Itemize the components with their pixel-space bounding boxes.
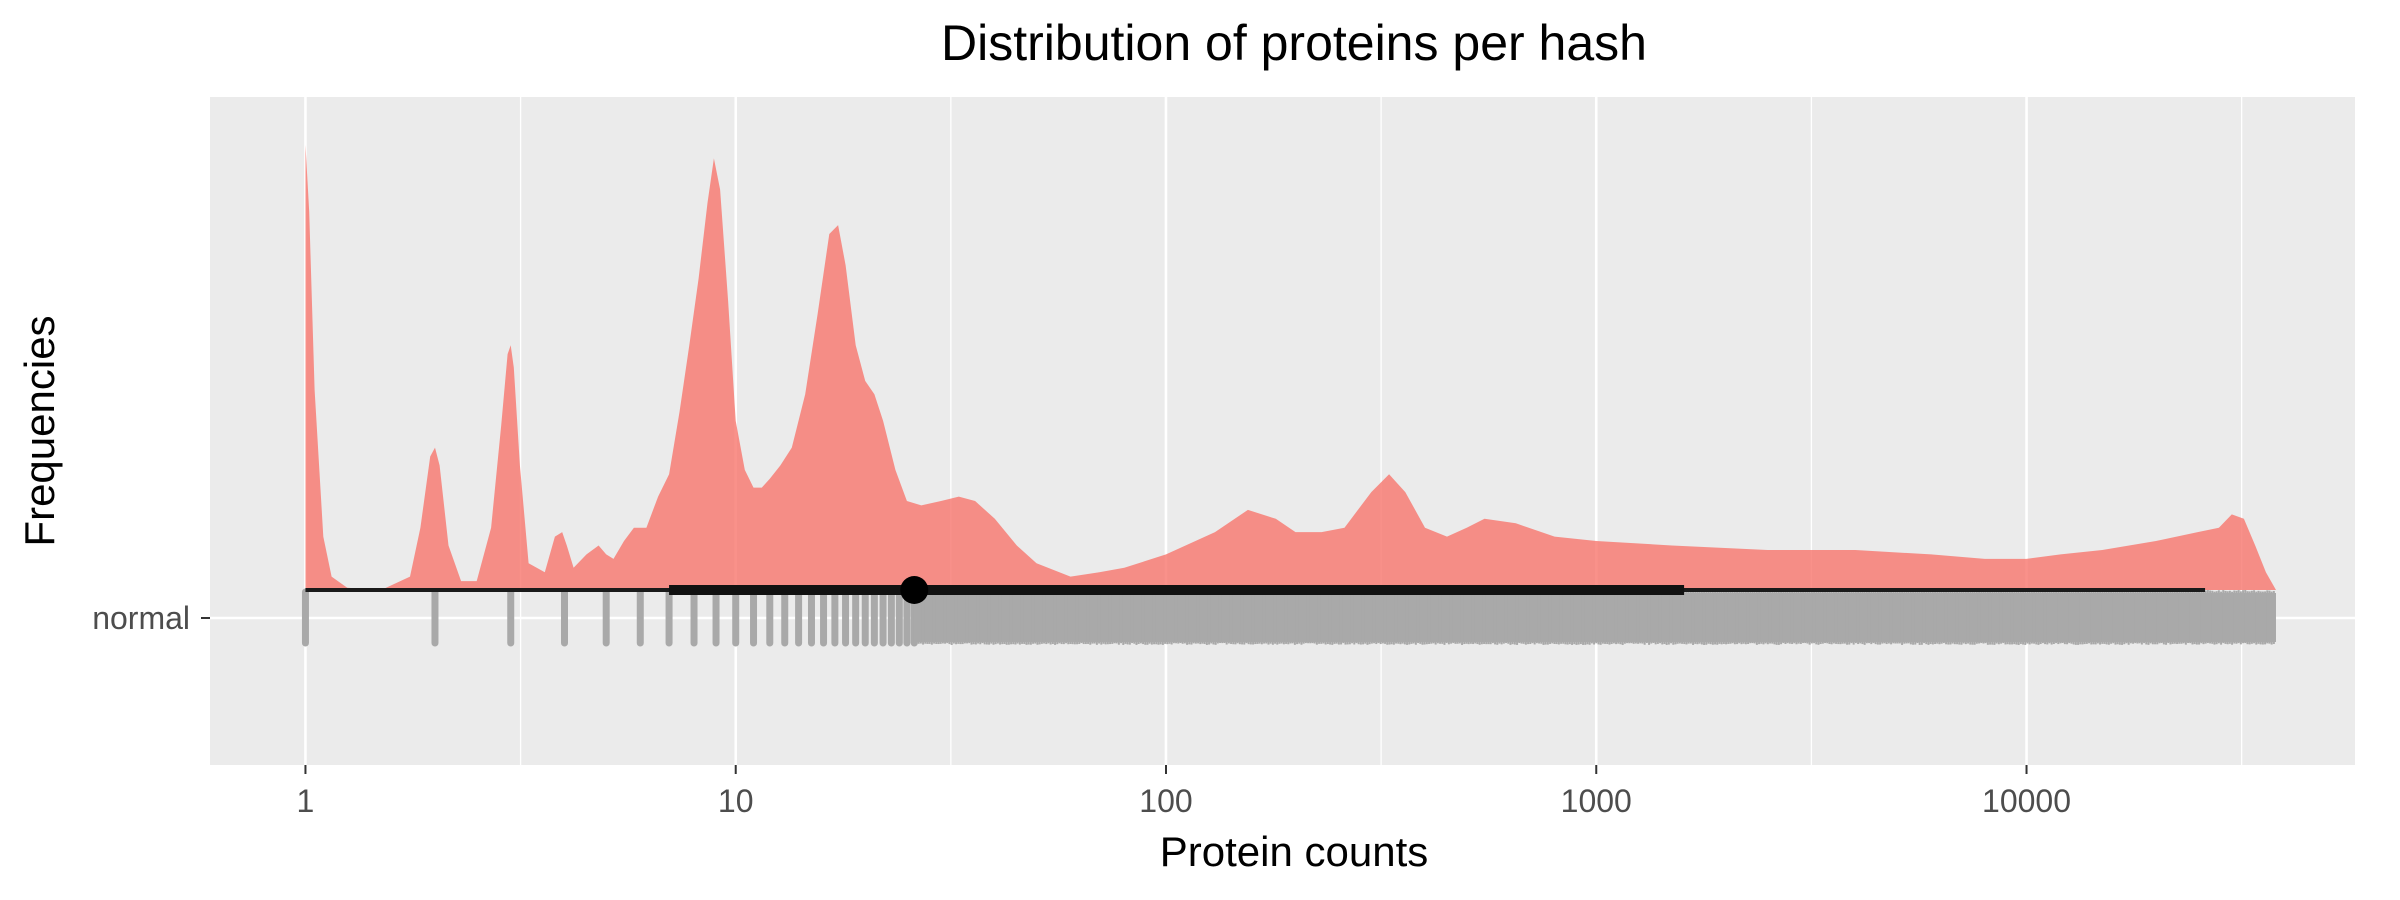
x-tick-label: 1000 bbox=[1561, 783, 1632, 819]
y-tick-label: normal bbox=[92, 600, 190, 636]
x-axis-title: Protein counts bbox=[1160, 828, 1429, 875]
chart-title: Distribution of proteins per hash bbox=[941, 15, 1647, 71]
x-tick-label: 100 bbox=[1139, 783, 1192, 819]
interval-layer bbox=[305, 576, 2206, 604]
x-tick-label: 10 bbox=[718, 783, 754, 819]
x-tick-label: 1 bbox=[297, 783, 315, 819]
x-tick-label: 10000 bbox=[1982, 783, 2071, 819]
y-axis-title: Frequencies bbox=[16, 315, 63, 546]
density-layer bbox=[305, 145, 2276, 590]
minor-gridlines bbox=[519, 97, 2243, 765]
y-axis-ticks: normal bbox=[92, 600, 210, 636]
median-point bbox=[900, 576, 929, 604]
rug-marks bbox=[301, 588, 2276, 647]
plot-panel bbox=[210, 97, 2355, 765]
density-area bbox=[305, 145, 2276, 590]
x-axis-ticks: 1 10 100 1000 10000 bbox=[297, 765, 2071, 819]
